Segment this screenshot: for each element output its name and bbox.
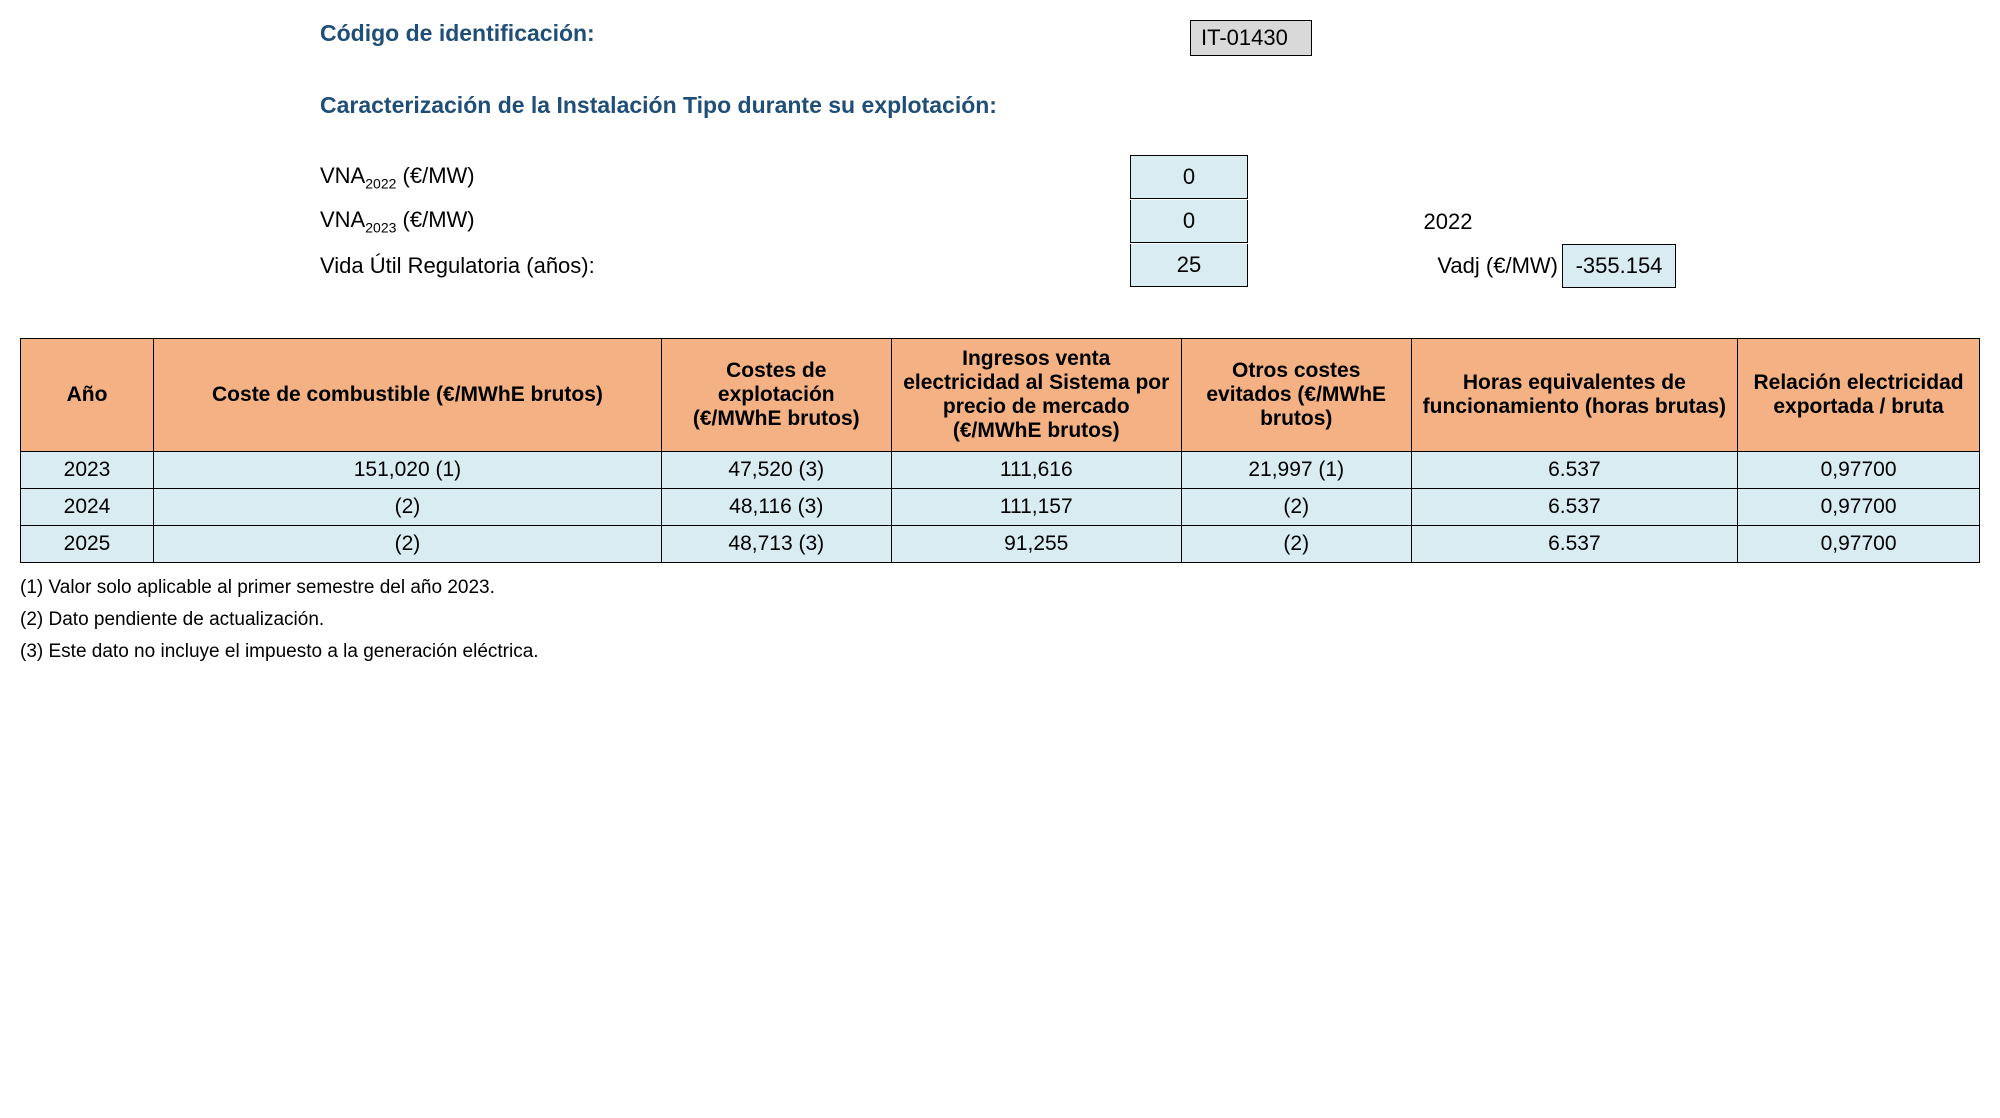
table-row: 2024(2)48,116 (3)111,157(2)6.5370,97700 (21, 488, 1980, 525)
table-cell: 111,157 (891, 488, 1181, 525)
id-label: Código de identificación: (320, 20, 1190, 47)
table-row: 2023151,020 (1)47,520 (3)111,61621,997 (… (21, 451, 1980, 488)
vna2023-label: VNA2023 (€/MW) (320, 199, 1130, 243)
table-cell: 91,255 (891, 525, 1181, 562)
document-container: Código de identificación: IT-01430 Carac… (20, 20, 1980, 663)
table-cell: (2) (154, 488, 662, 525)
table-body: 2023151,020 (1)47,520 (3)111,61621,997 (… (21, 451, 1980, 562)
vna2023-sub: 2023 (365, 220, 396, 236)
table-cell: 0,97700 (1738, 451, 1980, 488)
table-row: 2025(2)48,713 (3)91,255(2)6.5370,97700 (21, 525, 1980, 562)
th-op-cost: Costes de explotación (€/MWhE brutos) (661, 338, 891, 451)
table-cell: 6.537 (1411, 525, 1738, 562)
vadj-label: Vadj (€/MW) (1338, 253, 1558, 279)
vna2022-prefix: VNA (320, 163, 365, 188)
vna2023-row: VNA2023 (€/MW) 0 2022 (20, 199, 1980, 243)
table-cell: 48,713 (3) (661, 525, 891, 562)
table-cell: 48,116 (3) (661, 488, 891, 525)
table-cell: 111,616 (891, 451, 1181, 488)
table-cell: 21,997 (1) (1181, 451, 1411, 488)
vna2023-prefix: VNA (320, 207, 365, 232)
footnote-1: (1) Valor solo aplicable al primer semes… (20, 577, 1980, 599)
vna2022-row: VNA2022 (€/MW) 0 (20, 155, 1980, 199)
table-cell: 6.537 (1411, 488, 1738, 525)
table-header-row: Año Coste de combustible (€/MWhE brutos)… (21, 338, 1980, 451)
vna2022-sub: 2022 (365, 175, 396, 191)
vida-value: 25 (1130, 244, 1248, 287)
table-cell: 2024 (21, 488, 154, 525)
footnote-2: (2) Dato pendiente de actualización. (20, 609, 1980, 631)
id-value-box: IT-01430 (1190, 20, 1312, 56)
footnotes: (1) Valor solo aplicable al primer semes… (20, 577, 1980, 663)
th-income: Ingresos venta electricidad al Sistema p… (891, 338, 1181, 451)
vna2022-suffix: (€/MW) (396, 163, 474, 188)
table-cell: 6.537 (1411, 451, 1738, 488)
table-cell: 2023 (21, 451, 154, 488)
th-year: Año (21, 338, 154, 451)
vida-row: Vida Útil Regulatoria (años): 25 Vadj (€… (20, 244, 1980, 288)
table-cell: 151,020 (1) (154, 451, 662, 488)
footnote-3: (3) Este dato no incluye el impuesto a l… (20, 641, 1980, 663)
vna2023-value: 0 (1130, 200, 1248, 243)
th-avoided: Otros costes evitados (€/MWhE brutos) (1181, 338, 1411, 451)
table-cell: (2) (154, 525, 662, 562)
vadj-value: -355.154 (1562, 244, 1676, 288)
table-cell: 47,520 (3) (661, 451, 891, 488)
table-cell: 0,97700 (1738, 525, 1980, 562)
vadj-year: 2022 (1338, 209, 1558, 235)
data-table: Año Coste de combustible (€/MWhE brutos)… (20, 338, 1980, 563)
vna2022-value: 0 (1130, 155, 1248, 199)
table-cell: 2025 (21, 525, 154, 562)
section-title: Caracterización de la Instalación Tipo d… (320, 92, 1980, 119)
table-cell: (2) (1181, 488, 1411, 525)
vida-label: Vida Útil Regulatoria (años): (320, 245, 1130, 287)
id-row: Código de identificación: IT-01430 (20, 20, 1980, 56)
th-fuel-cost: Coste de combustible (€/MWhE brutos) (154, 338, 662, 451)
table-cell: 0,97700 (1738, 488, 1980, 525)
vna2023-suffix: (€/MW) (396, 207, 474, 232)
th-hours: Horas equivalentes de funcionamiento (ho… (1411, 338, 1738, 451)
table-cell: (2) (1181, 525, 1411, 562)
vna2022-label: VNA2022 (€/MW) (320, 155, 1130, 199)
th-ratio: Relación electricidad exportada / bruta (1738, 338, 1980, 451)
